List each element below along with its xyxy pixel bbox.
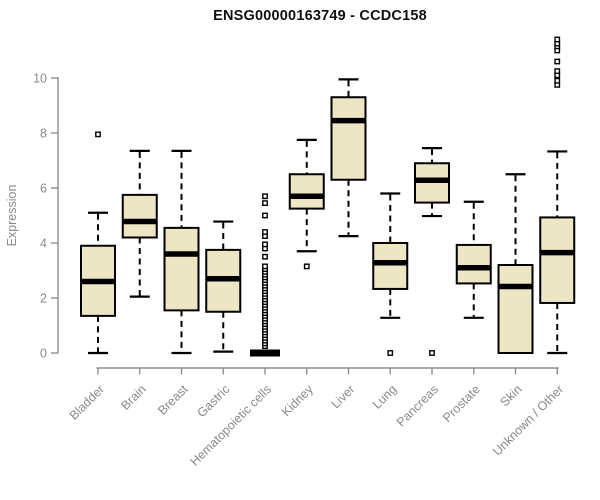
y-tick-label: 0: [40, 347, 47, 361]
x-tick-label: Liver: [329, 382, 358, 411]
x-tick-label: Bladder: [67, 382, 107, 422]
outlier-point: [387, 350, 394, 356]
y-tick-label: 10: [33, 72, 47, 86]
outlier-point: [554, 58, 561, 65]
y-tick-label: 2: [40, 292, 47, 306]
box-gastric: [205, 220, 242, 353]
iqr-box: [288, 173, 325, 210]
outlier-point: [95, 131, 101, 138]
box-lung: [372, 192, 409, 356]
y-tick-label: 8: [40, 127, 47, 141]
iqr-box: [121, 193, 158, 239]
outlier-point: [554, 36, 561, 43]
x-tick-label: Kidney: [279, 382, 316, 419]
x-tick-label: Pancreas: [394, 382, 441, 429]
outlier-point: [554, 77, 561, 84]
iqr-box: [539, 216, 576, 304]
y-tick-label: 6: [40, 182, 47, 196]
box-pancreas: [414, 147, 450, 356]
outlier-point: [303, 263, 310, 270]
x-tick-label: Lung: [370, 382, 400, 412]
outlier-point: [429, 350, 435, 356]
x-tick-label: Breast: [155, 382, 191, 418]
iqr-box: [497, 264, 534, 354]
outlier-point: [554, 68, 561, 75]
outlier-point: [262, 241, 268, 248]
box-kidney: [288, 138, 325, 270]
box-skin: [497, 173, 534, 354]
iqr-box: [163, 226, 200, 312]
x-tick-label: Hematopoietic cells: [188, 382, 275, 469]
outlier-point: [262, 263, 268, 270]
box-prostate: [455, 200, 492, 319]
box-liver: [330, 78, 367, 238]
box-breast: [163, 149, 200, 355]
y-axis-title: Expression: [5, 185, 19, 247]
x-tick-label: Brain: [118, 382, 149, 413]
box-hematopoietic-cells: [250, 193, 280, 357]
outlier-point: [262, 200, 268, 207]
iqr-box: [372, 242, 409, 290]
outlier-point: [262, 253, 268, 260]
chart-title: ENSG00000163749 - CCDC158: [213, 8, 427, 24]
outlier-point: [262, 229, 268, 235]
box-bladder: [80, 131, 116, 355]
iqr-box: [455, 243, 492, 285]
x-tick-label: Gastric: [194, 382, 232, 420]
box-brain: [121, 149, 158, 298]
x-tick-label: Unknown / Other: [490, 382, 566, 458]
outlier-point: [262, 193, 268, 200]
outlier-point: [262, 212, 268, 219]
iqr-box: [330, 96, 367, 181]
x-tick-label: Prostate: [440, 382, 483, 425]
box-unknown-other: [539, 36, 576, 355]
x-tick-label: Skin: [498, 382, 525, 409]
y-tick-label: 4: [40, 237, 47, 251]
